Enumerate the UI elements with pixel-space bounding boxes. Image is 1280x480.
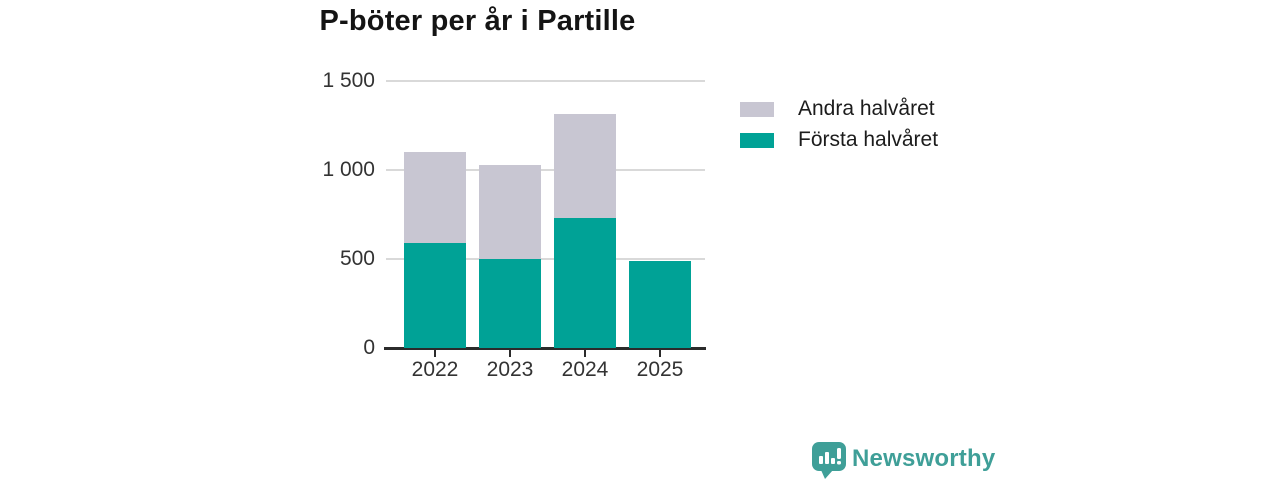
y-tick-label-1500: 1 500 xyxy=(322,69,375,92)
bar-group-2024 xyxy=(554,81,616,348)
x-tick-label-2025: 2025 xyxy=(636,358,684,381)
x-tick-2023 xyxy=(509,350,511,357)
legend-item-andra-halv-ret: Andra halvåret xyxy=(740,97,938,120)
legend-label-andra-halv-ret: Andra halvåret xyxy=(798,97,935,120)
legend-label-f-rsta-halv-ret: Första halvåret xyxy=(798,128,939,151)
bar-segment-2023-f-rsta-halv-ret[interactable] xyxy=(479,259,541,348)
gridline-1000 xyxy=(386,169,705,171)
x-tick-2025 xyxy=(659,350,661,357)
x-tick-label-2023: 2023 xyxy=(486,358,534,381)
newsworthy-logo-link[interactable]: Newsworthy xyxy=(812,442,995,479)
x-tick-label-2022: 2022 xyxy=(411,358,459,381)
y-tick-label-500: 500 xyxy=(339,247,375,270)
newsworthy-speech-bubble-bar-chart-icon xyxy=(812,442,846,479)
x-tick-2022 xyxy=(434,350,436,357)
bar-segment-2022-f-rsta-halv-ret[interactable] xyxy=(404,242,466,348)
x-tick-2024 xyxy=(584,350,586,357)
gridline-1500 xyxy=(386,80,705,82)
legend-swatch-andra-halv-ret xyxy=(740,101,774,117)
bar-segment-2024-andra-halv-ret[interactable] xyxy=(554,113,616,219)
gridline-500 xyxy=(386,258,705,260)
bar-group-2025 xyxy=(629,81,691,348)
bar-segment-2025-f-rsta-halv-ret[interactable] xyxy=(629,260,691,348)
bar-segment-2022-andra-halv-ret[interactable] xyxy=(404,152,466,243)
newsworthy-wordmark: Newsworthy xyxy=(852,445,996,472)
y-tick-label-1000: 1 000 xyxy=(322,158,375,181)
bar-group-2023 xyxy=(479,81,541,348)
x-tick-label-2024: 2024 xyxy=(561,358,609,381)
y-tick-label-0: 0 xyxy=(363,336,375,359)
bar-segment-2023-andra-halv-ret[interactable] xyxy=(479,164,541,259)
bar-segment-2024-f-rsta-halv-ret[interactable] xyxy=(554,218,616,348)
chart-title: P-böter per år i Partille xyxy=(319,5,636,37)
x-axis-line xyxy=(384,346,706,350)
chart-legend: Andra halvåret Första halvåret xyxy=(740,97,939,160)
bar-group-2022 xyxy=(404,81,466,348)
legend-swatch-f-rsta-halv-ret xyxy=(740,132,774,148)
y-axis-labels: 0 500 1 000 1 500 xyxy=(270,70,375,359)
legend-item-f-rsta-halv-ret: Första halvåret xyxy=(740,128,939,151)
plot-area: 2022 2023 2024 2025 xyxy=(384,80,706,381)
